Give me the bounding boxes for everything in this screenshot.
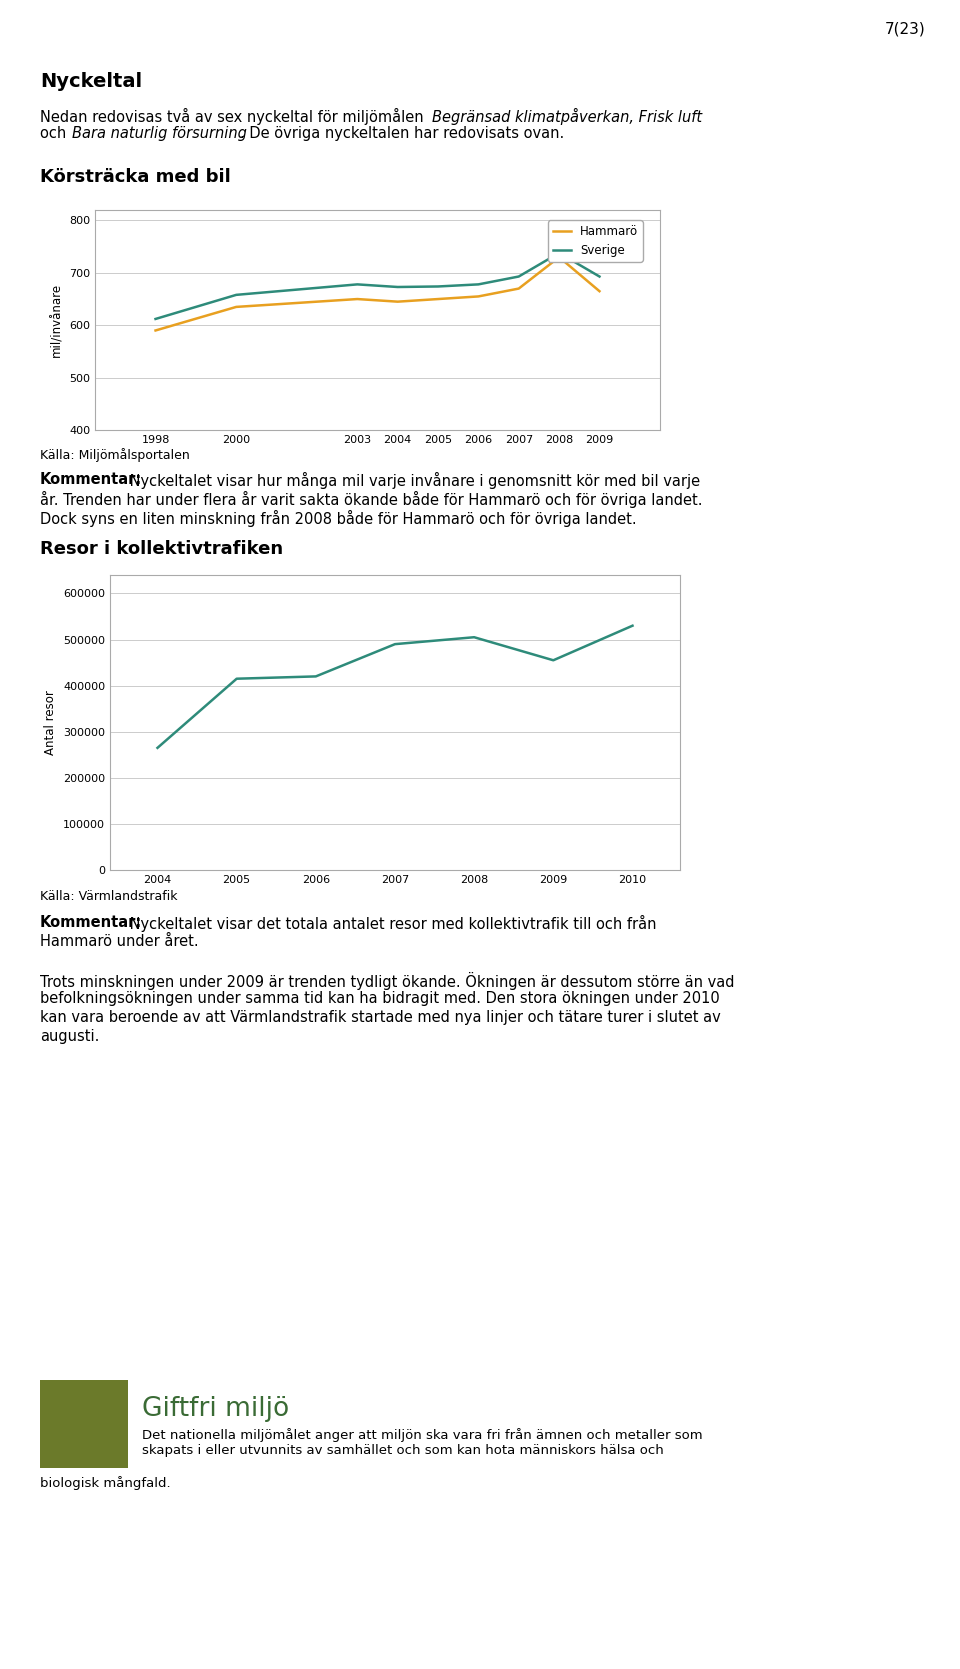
Text: augusti.: augusti.: [40, 1030, 100, 1045]
Text: Källa: Miljömålsportalen: Källa: Miljömålsportalen: [40, 447, 190, 462]
Text: och: och: [40, 125, 71, 140]
Text: kan vara beroende av att Värmlandstrafik startade med nya linjer och tätare ture: kan vara beroende av att Värmlandstrafik…: [40, 1010, 721, 1025]
Y-axis label: mil/invånare: mil/invånare: [51, 284, 63, 357]
Y-axis label: Antal resor: Antal resor: [44, 689, 58, 754]
Text: Trots minskningen under 2009 är trenden tydligt ökande. Ökningen är dessutom stö: Trots minskningen under 2009 är trenden …: [40, 971, 734, 990]
Text: Det nationella miljömålet anger att miljön ska vara fri från ämnen och metaller : Det nationella miljömålet anger att milj…: [142, 1429, 703, 1442]
Text: Hammarö under året.: Hammarö under året.: [40, 935, 199, 950]
Text: befolkningsökningen under samma tid kan ha bidragit med. Den stora ökningen unde: befolkningsökningen under samma tid kan …: [40, 991, 720, 1006]
Text: biologisk mångfald.: biologisk mångfald.: [40, 1475, 171, 1490]
Text: Kommentar:: Kommentar:: [40, 915, 142, 930]
Text: Nyckeltalet visar det totala antalet resor med kollektivtrafik till och från: Nyckeltalet visar det totala antalet res…: [125, 915, 657, 931]
Text: Källa: Värmlandstrafik: Källa: Värmlandstrafik: [40, 890, 178, 903]
Text: . De övriga nyckeltalen har redovisats ovan.: . De övriga nyckeltalen har redovisats o…: [240, 125, 564, 140]
Text: skapats i eller utvunnits av samhället och som kan hota människors hälsa och: skapats i eller utvunnits av samhället o…: [142, 1444, 663, 1457]
Text: Körsträcka med bil: Körsträcka med bil: [40, 169, 230, 185]
Text: Dock syns en liten minskning från 2008 både för Hammarö och för övriga landet.: Dock syns en liten minskning från 2008 b…: [40, 511, 636, 527]
Legend: Hammarö, Sverige: Hammarö, Sverige: [548, 220, 643, 262]
Bar: [40, 1380, 128, 1469]
Text: Giftfri miljö: Giftfri miljö: [142, 1395, 289, 1422]
Text: Resor i kollektivtrafiken: Resor i kollektivtrafiken: [40, 541, 283, 557]
Text: år. Trenden har under flera år varit sakta ökande både för Hammarö och för övrig: år. Trenden har under flera år varit sak…: [40, 491, 703, 507]
Text: Nyckeltal: Nyckeltal: [40, 72, 142, 92]
Text: 7(23): 7(23): [884, 22, 925, 37]
Text: Nyckeltalet visar hur många mil varje invånare i genomsnitt kör med bil varje: Nyckeltalet visar hur många mil varje in…: [125, 472, 700, 489]
Text: Kommentar:: Kommentar:: [40, 472, 142, 487]
Text: Nedan redovisas två av sex nyckeltal för miljömålen: Nedan redovisas två av sex nyckeltal för…: [40, 108, 428, 125]
Text: Bara naturlig försurning: Bara naturlig försurning: [72, 125, 247, 140]
Text: Begränsad klimatpåverkan, Frisk luft: Begränsad klimatpåverkan, Frisk luft: [432, 108, 702, 125]
